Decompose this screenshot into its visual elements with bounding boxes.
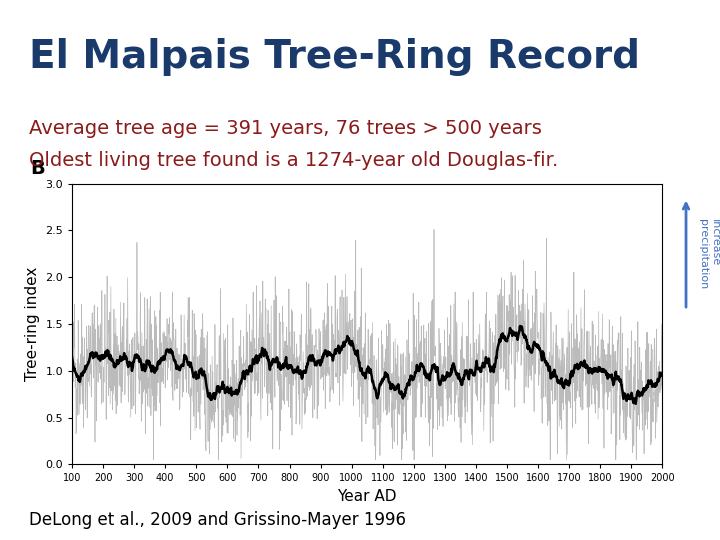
Text: El Malpais Tree-Ring Record: El Malpais Tree-Ring Record (29, 38, 640, 76)
Text: B: B (31, 159, 45, 178)
Text: Increase
precipitation: Increase precipitation (698, 219, 719, 289)
Text: Average tree age = 391 years, 76 trees > 500 years: Average tree age = 391 years, 76 trees >… (29, 119, 541, 138)
Text: DeLong et al., 2009 and Grissino-Mayer 1996: DeLong et al., 2009 and Grissino-Mayer 1… (29, 511, 406, 529)
Y-axis label: Tree-ring index: Tree-ring index (24, 267, 40, 381)
Text: Oldest living tree found is a 1274-year old Douglas-fir.: Oldest living tree found is a 1274-year … (29, 151, 558, 170)
X-axis label: Year AD: Year AD (338, 489, 397, 504)
